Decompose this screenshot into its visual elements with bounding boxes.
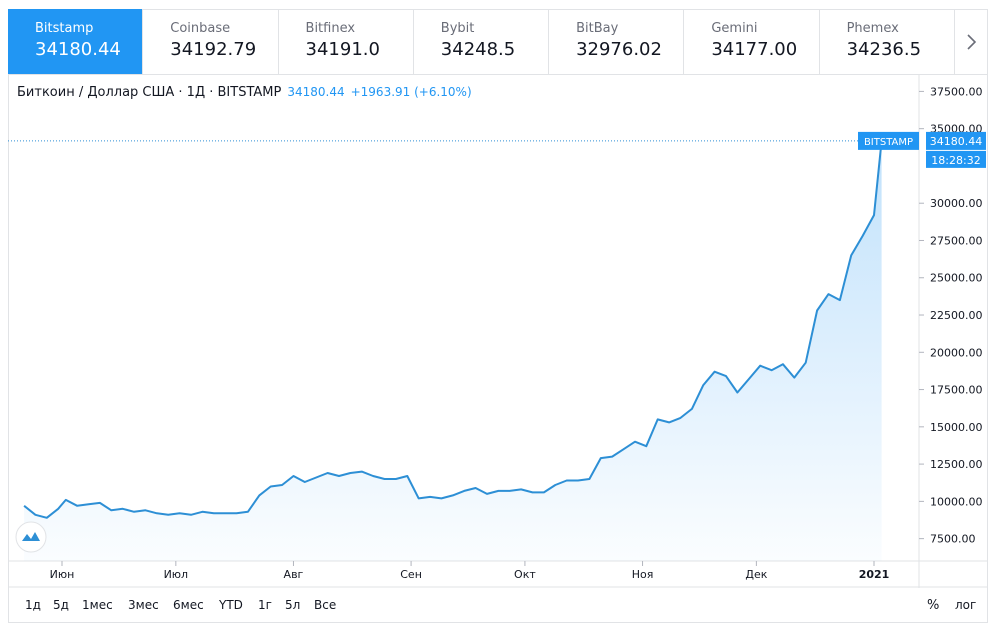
exchange-price: 32976.02 (576, 39, 662, 60)
chevron-right-icon (967, 33, 977, 50)
y-tick-label: 22500.00 (930, 309, 983, 322)
percent-scale-toggle[interactable]: % (927, 598, 940, 613)
exchange-price: 34177.00 (711, 39, 798, 60)
y-tick-label: 27500.00 (930, 234, 983, 247)
exchange-price: 34180.44 (35, 39, 121, 60)
y-tick-label: 15000.00 (930, 421, 983, 434)
tradingview-logo-icon (22, 532, 40, 541)
exchange-tag-label: BITSTAMP (864, 137, 913, 148)
exchange-tab-bitfinex[interactable]: Bitfinex 34191.0 (279, 9, 414, 74)
y-tick-label: 10000.00 (930, 495, 983, 508)
last-price: 34180.44 (287, 85, 345, 99)
exchange-price: 34248.5 (440, 39, 516, 60)
range-bar: 1д 5д 1мес 3мес 6мес YTD 1г 5л Все % лог (8, 588, 988, 622)
price-tag-label: 34180.44 (930, 135, 983, 148)
exchange-name: Bitfinex (305, 21, 356, 36)
x-tick-label: Авг (284, 568, 304, 581)
range-1d[interactable]: 1д (25, 598, 41, 612)
price-tag-box (926, 131, 986, 150)
time-tag-box (926, 150, 986, 168)
y-tick-label: 12500.00 (930, 458, 983, 471)
symbol-header: Биткоин / Доллар США · 1Д · BITSTAMP 3418… (17, 85, 472, 100)
exchange-tab-gemini[interactable]: Gemini 34177.00 (684, 9, 820, 74)
range-ytd[interactable]: YTD (219, 598, 243, 612)
x-tick-label: Дек (745, 568, 767, 581)
x-tick-label: Июл (164, 568, 189, 581)
exchange-tabs: Bitstamp 34180.44 Coinbase 34192.79 Bitf… (8, 9, 988, 75)
x-tick-label: Окт (514, 568, 536, 581)
exchange-tab-bitstamp[interactable]: Bitstamp 34180.44 (8, 9, 144, 74)
exchange-tab-bitbay[interactable]: BitBay 32976.02 (549, 9, 685, 74)
logo-circle (15, 521, 47, 553)
range-5d[interactable]: 5д (53, 598, 69, 612)
time-tag-label: 18:28:32 (931, 154, 980, 167)
y-tick-label: 30000.00 (930, 197, 983, 210)
exchange-name: Coinbase (170, 21, 231, 36)
log-scale-toggle[interactable]: лог (955, 598, 977, 612)
range-all[interactable]: Все (314, 598, 337, 612)
exchange-price: 34192.79 (170, 39, 257, 60)
tabs-next-button[interactable] (955, 9, 988, 74)
exchange-name: Bybit (440, 21, 475, 36)
x-tick-label: Июн (50, 568, 75, 581)
exchange-tab-coinbase[interactable]: Coinbase 34192.79 (143, 9, 279, 74)
exchange-price: 34191.0 (305, 39, 380, 60)
exchange-tab-phemex[interactable]: Phemex 34236.5 (820, 9, 955, 74)
exchange-name: BitBay (576, 21, 619, 36)
range-1y[interactable]: 1г (258, 598, 272, 612)
y-tick-label: 37500.00 (930, 85, 983, 98)
x-tick-label: Сен (400, 568, 422, 581)
y-tick-label: 7500.00 (930, 533, 976, 546)
price-change: +1963.91 (+6.10%) (350, 85, 472, 99)
tradingview-logo-button[interactable] (15, 521, 47, 553)
exchange-name: Bitstamp (35, 21, 94, 36)
y-tick-label: 20000.00 (930, 346, 983, 359)
range-1m[interactable]: 1мес (82, 598, 113, 612)
exchange-tab-bybit[interactable]: Bybit 34248.5 (414, 9, 550, 74)
symbol-title: Биткоин / Доллар США · 1Д · BITSTAMP (17, 85, 282, 100)
range-6m[interactable]: 6мес (173, 598, 204, 612)
exchange-name: Gemini (711, 21, 758, 36)
x-tick-label: Ноя (632, 568, 654, 581)
price-line (23, 140, 883, 519)
exchange-price: 34236.5 (846, 39, 922, 60)
x-tick-label: 2021 (859, 568, 890, 581)
price-area-fill (24, 140, 882, 561)
y-tick-label: 17500.00 (930, 384, 983, 397)
y-tick-label: 25000.00 (930, 272, 983, 285)
exchange-name: Phemex (846, 21, 899, 36)
range-5y[interactable]: 5л (285, 598, 301, 612)
exchange-tag-box (858, 131, 919, 150)
chart-widget-frame (8, 9, 988, 623)
range-3m[interactable]: 3мес (128, 598, 159, 612)
